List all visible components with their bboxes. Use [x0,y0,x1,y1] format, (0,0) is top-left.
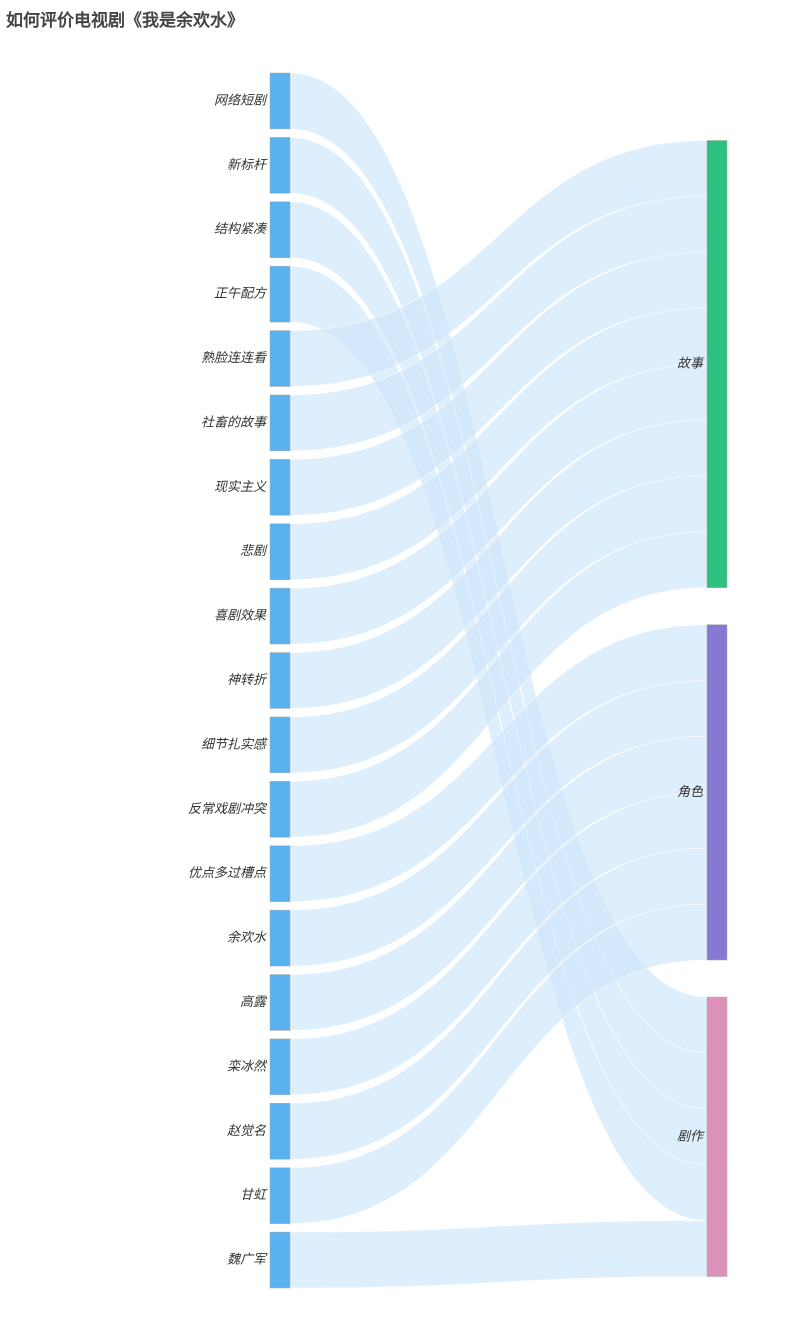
source-node-细节扎实感[interactable] [269,716,291,774]
target-label: 故事 [677,357,705,372]
source-node-悲剧[interactable] [269,523,291,580]
source-node-反常戏剧冲突[interactable] [269,781,291,838]
source-label: 余欢水 [227,930,267,946]
source-node-魏广军[interactable] [269,1231,291,1289]
source-node-高露[interactable] [269,974,291,1031]
source-node-网络短剧[interactable] [269,72,291,130]
source-node-神转折[interactable] [269,652,291,709]
source-node-栾冰然[interactable] [269,1038,291,1096]
source-label: 熟脸连连看 [201,350,267,366]
source-label: 结构紧凑 [214,222,268,237]
source-node-现实主义[interactable] [269,459,291,516]
chart-title: 如何评价电视剧《我是余欢水》 [6,11,244,31]
sankey-labels: 网络短剧新标杆结构紧凑正午配方熟脸连连看社畜的故事现实主义悲剧喜剧效果神转折细节… [188,92,705,1267]
source-label: 栾冰然 [227,1058,268,1074]
source-label: 优点多过槽点 [188,866,268,881]
target-node-角色[interactable] [706,624,728,961]
source-label: 魏广军 [227,1253,268,1268]
source-node-结构紧凑[interactable] [269,201,291,258]
source-label: 正午配方 [214,287,268,302]
source-node-新标杆[interactable] [269,137,291,194]
sankey-link-魏广军-剧作[interactable] [289,1220,708,1289]
target-node-剧作[interactable] [706,996,728,1277]
source-label: 神转折 [227,673,268,688]
source-node-社畜的故事[interactable] [269,394,291,452]
source-node-喜剧效果[interactable] [269,587,291,645]
source-label: 喜剧效果 [214,609,267,624]
sankey-nodes [269,72,728,1289]
source-node-余欢水[interactable] [269,909,291,967]
sankey-links [289,72,708,1289]
target-label: 剧作 [677,1129,705,1144]
source-label: 现实主义 [214,479,267,495]
source-label: 赵觉名 [227,1124,267,1139]
target-label: 角色 [677,785,704,800]
source-label: 新标杆 [227,158,268,173]
target-node-故事[interactable] [706,140,728,588]
source-label: 高露 [240,995,268,1010]
source-label: 甘虹 [240,1188,268,1203]
source-node-优点多过槽点[interactable] [269,845,291,902]
source-label: 社畜的故事 [201,414,268,430]
source-node-甘虹[interactable] [269,1167,291,1224]
source-node-正午配方[interactable] [269,265,291,323]
source-label: 悲剧 [240,543,268,559]
source-node-赵觉名[interactable] [269,1103,291,1160]
source-label: 细节扎实感 [201,736,268,752]
source-label: 反常戏剧冲突 [188,801,268,817]
source-node-熟脸连连看[interactable] [269,330,291,387]
source-label: 网络短剧 [214,92,268,108]
